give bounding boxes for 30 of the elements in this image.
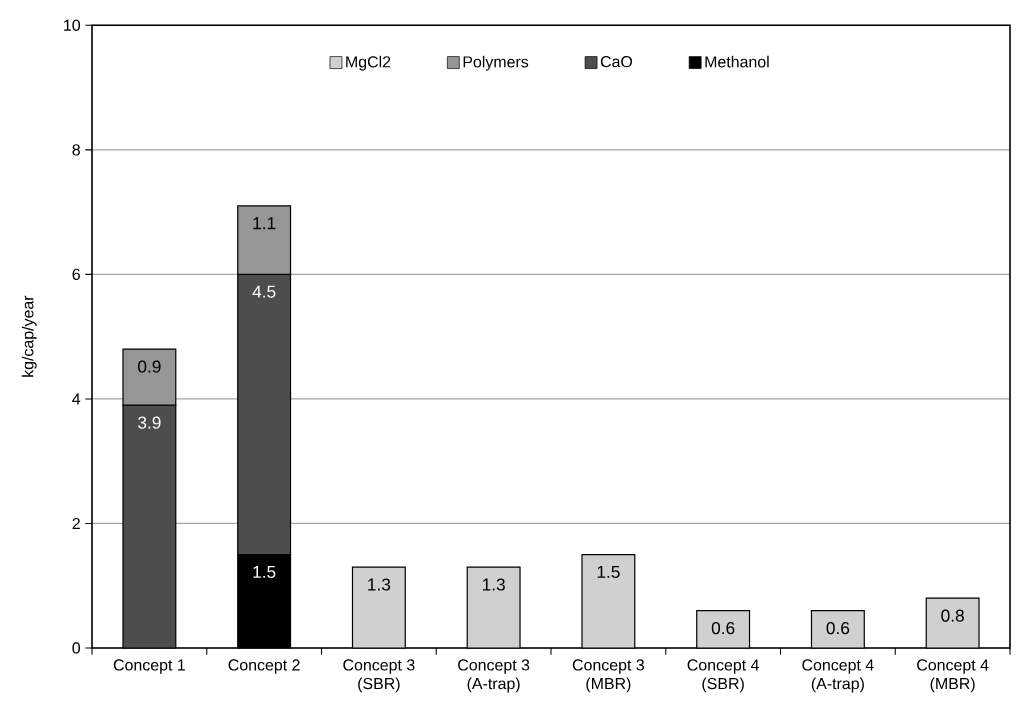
legend-label: Polymers [463, 55, 529, 71]
y-tick-label: 8 [72, 144, 80, 156]
y-tick-label: 0 [72, 642, 81, 654]
y-axis-title: kg/cap/year [21, 295, 37, 377]
data-label: 1.3 [482, 578, 505, 591]
y-tick-label: 10 [64, 19, 81, 31]
data-label: 4.5 [252, 285, 276, 298]
data-label: 1.1 [253, 217, 276, 230]
data-label: 1.5 [597, 565, 620, 578]
y-tick-label: 4 [72, 393, 81, 405]
data-label: 0.6 [826, 621, 850, 635]
data-label: 3.9 [138, 416, 161, 429]
x-tick-label: Concept 3 (A-trap) [458, 659, 530, 693]
x-tick-label: Concept 2 [228, 659, 300, 674]
legend-label: MgCl2 [346, 55, 391, 71]
data-label: 0.8 [941, 609, 964, 622]
legend-label: CaO [600, 56, 633, 68]
y-tick-label: 6 [72, 268, 80, 281]
data-label: 1.3 [368, 578, 391, 591]
x-tick-label: Concept 3 (MBR) [572, 659, 644, 693]
x-tick-label: Concept 4 (A-trap) [802, 659, 874, 693]
data-label: 0.6 [711, 621, 735, 635]
x-tick-label: Concept 1 [113, 659, 185, 674]
legend-label: Methanol [705, 55, 769, 68]
x-tick-label: Concept 3 (SBR) [343, 659, 415, 693]
x-tick-label: Concept 4 (SBR) [687, 659, 759, 693]
x-tick-label: Concept 4 (MBR) [917, 659, 989, 693]
y-tick-label: 2 [72, 517, 80, 530]
data-label: 1.5 [253, 565, 276, 578]
data-label: 0.9 [138, 360, 161, 373]
